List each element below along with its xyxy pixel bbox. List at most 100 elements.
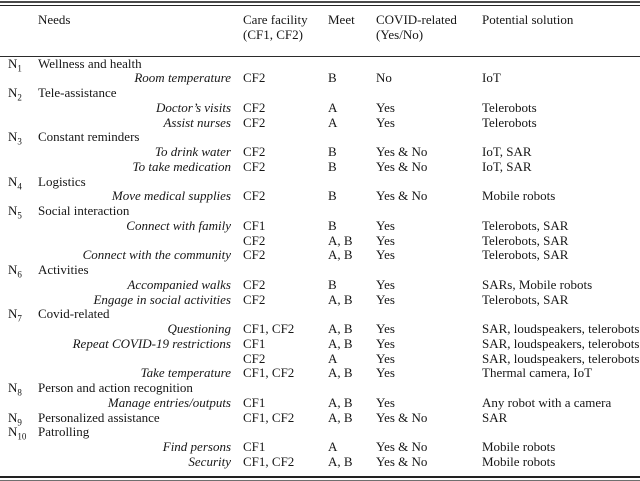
need-id-subscript: 10 <box>17 431 27 442</box>
sub-need-label <box>38 352 243 367</box>
need-category-label: Personalized assistance <box>38 409 160 425</box>
need-id-cell <box>8 160 38 175</box>
solution-cell: Telerobots <box>482 115 537 130</box>
need-category-label: Social interaction <box>38 203 130 218</box>
sub-need-label <box>38 234 243 249</box>
covid-cell: Yes <box>376 99 395 115</box>
meet-cell: A, B <box>328 247 353 263</box>
need-id-cell <box>8 278 38 293</box>
solution-cell <box>482 263 640 278</box>
care-facility-cell <box>243 307 328 322</box>
need-id-subscript: 6 <box>17 269 22 280</box>
solution-cell: SARs, Mobile robots <box>482 277 593 292</box>
need-id-cell <box>8 322 38 337</box>
table-row: Doctor’s visits CF2 A Yes Telerobots <box>0 99 640 116</box>
covid-cell: Yes & No <box>376 158 428 174</box>
need-id-cell <box>8 337 38 352</box>
table-row: N4 Logistics <box>0 174 640 191</box>
solution-cell: Thermal camera, IoT <box>482 366 593 381</box>
care-facility-cell: CF2 <box>243 276 266 292</box>
need-category-label: Covid-related <box>38 306 110 322</box>
need-id-subscript: 7 <box>17 313 22 324</box>
need-id-subscript: 1 <box>17 63 22 74</box>
table-row: N9 Personalized assistance CF1, CF2 A, B Yes… <box>0 409 640 428</box>
need-id-cell: N7 <box>8 306 22 324</box>
need-id-subscript: 3 <box>17 136 22 147</box>
need-id-cell <box>8 145 38 160</box>
meet-cell <box>328 425 376 440</box>
covid-cell <box>376 381 482 396</box>
sub-need-label: Security <box>188 453 231 469</box>
covid-cell: Yes <box>376 350 395 366</box>
need-id-cell: N10 <box>8 424 27 442</box>
need-id-subscript: 2 <box>17 92 22 103</box>
meet-cell: A, B <box>328 232 353 248</box>
covid-cell: Yes & No <box>376 453 428 469</box>
table-row: CF2 A, B Yes Telerobots, SAR <box>0 232 640 249</box>
covid-cell: Yes <box>376 276 395 292</box>
meet-cell: A <box>328 99 338 115</box>
need-id-cell <box>8 366 38 381</box>
care-facility-cell <box>243 57 328 72</box>
need-category-label: Person and action recognition <box>38 380 193 395</box>
meet-cell: B <box>328 144 337 159</box>
need-id-cell <box>8 248 38 263</box>
table-row: Questioning CF1, CF2 A, B Yes SAR, loudspeak… <box>0 321 640 337</box>
table-header-row: Needs Care facility (CF1, CF2) Meet COVI… <box>0 12 640 42</box>
meet-cell: A, B <box>328 453 353 469</box>
sub-need-label: Questioning <box>167 321 231 336</box>
care-facility-cell: CF2 <box>243 70 266 86</box>
solution-cell <box>482 130 640 145</box>
potential-solution-header: Potential solution <box>482 12 574 27</box>
covid-cell: Yes & No <box>376 144 428 159</box>
sub-need-label: Connect with family <box>126 217 231 233</box>
care-facility-cell <box>243 425 328 440</box>
need-id-cell: N2 <box>8 85 22 103</box>
table-row: CF2 A Yes SAR, loudspeakers, telerobots <box>0 350 640 367</box>
sub-need-label: Assist nurses <box>163 114 231 130</box>
covid-cell: Yes <box>376 247 395 263</box>
meet-cell: A, B <box>328 321 353 336</box>
meet-cell: B <box>328 276 337 292</box>
table-row: Connect with family CF1 B Yes Telerobots, SA… <box>0 217 640 234</box>
care-facility-cell: CF1 <box>243 394 266 410</box>
care-facility-header-line2: (CF1, CF2) <box>243 27 303 42</box>
sub-need-label: Room temperature <box>134 70 231 86</box>
need-category-label: Tele-assistance <box>38 85 117 100</box>
solution-cell: SAR, loudspeakers, telerobots <box>482 351 640 366</box>
need-id-cell <box>8 396 38 411</box>
solution-cell: SAR, loudspeakers, telerobots <box>482 336 640 351</box>
care-facility-cell: CF1, CF2 <box>243 321 295 336</box>
table-row: N3 Constant reminders <box>0 129 640 147</box>
header-separator-rule <box>0 55 640 57</box>
care-facility-cell: CF1, CF2 <box>243 365 295 381</box>
solution-cell: SAR <box>482 410 508 425</box>
table-row: N7 Covid-related <box>0 306 640 324</box>
need-id-cell <box>8 71 38 86</box>
meet-cell: B <box>328 158 337 174</box>
covid-cell <box>376 307 482 322</box>
need-category-label: Constant reminders <box>38 129 140 145</box>
care-facility-cell: CF1, CF2 <box>243 453 295 469</box>
solution-cell: Any robot with a camera <box>482 395 612 410</box>
table-row: Take temperature CF1, CF2 A, B Yes Thermal c… <box>0 366 640 381</box>
needs-header: Needs <box>38 12 71 27</box>
covid-cell <box>376 130 482 145</box>
table-row: Security CF1, CF2 A, B Yes & No Mobile robot… <box>0 453 640 470</box>
table-row: Manage entries/outputs CF1 A, B Yes Any robo… <box>0 394 640 411</box>
solution-cell: IoT, SAR <box>482 145 532 159</box>
meet-cell: A, B <box>328 335 353 351</box>
solution-cell: IoT, SAR <box>482 159 532 174</box>
need-id-subscript: 9 <box>17 417 22 428</box>
need-id-cell <box>8 440 38 455</box>
solution-cell: Telerobots, SAR <box>482 292 569 307</box>
covid-cell: Yes <box>376 291 395 307</box>
need-category-label: Activities <box>38 262 89 277</box>
covid-cell: Yes <box>376 232 395 248</box>
table-bottom-rule-outer <box>0 479 640 481</box>
care-facility-cell: CF1 <box>243 217 266 233</box>
table-row: Room temperature CF2 B No IoT <box>0 71 640 86</box>
covid-cell <box>376 175 482 190</box>
solution-cell: Telerobots, SAR <box>482 218 569 233</box>
meet-cell <box>328 263 376 278</box>
